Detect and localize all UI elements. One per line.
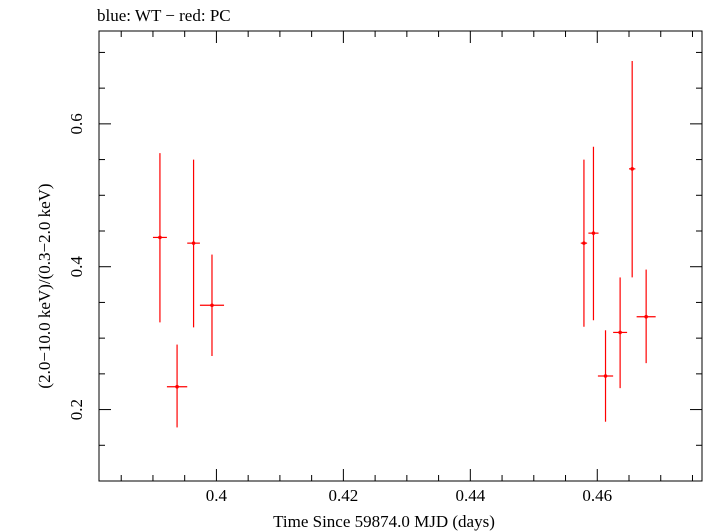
x-tick-label: 0.46 <box>582 486 612 505</box>
data-point <box>187 159 200 328</box>
x-axis-label: Time Since 59874.0 MJD (days) <box>273 512 495 531</box>
axis-ticks <box>99 31 702 482</box>
data-point <box>166 344 188 428</box>
tick-labels: 0.4 0.42 0.44 0.46 0.2 0.4 0.6 <box>67 113 612 505</box>
data-marker <box>618 330 622 335</box>
data-point <box>580 159 588 327</box>
data-point <box>597 330 614 422</box>
data-marker <box>158 235 162 240</box>
y-tick-label: 0.4 <box>67 256 86 278</box>
data-points <box>152 61 656 428</box>
y-tick-label: 0.2 <box>67 399 86 420</box>
chart-title: blue: WT − red: PC <box>97 6 231 25</box>
data-marker <box>175 384 179 389</box>
data-point <box>629 61 636 278</box>
data-point <box>636 269 656 364</box>
x-tick-label: 0.4 <box>206 486 228 505</box>
data-point <box>152 153 167 323</box>
plot-frame <box>98 30 703 482</box>
x-tick-label: 0.42 <box>328 486 358 505</box>
data-point <box>613 277 628 389</box>
data-marker <box>191 241 196 245</box>
data-marker <box>591 231 596 235</box>
data-marker <box>603 374 608 378</box>
data-point <box>199 254 225 356</box>
x-tick-label: 0.44 <box>455 486 485 505</box>
data-marker <box>630 167 634 171</box>
data-marker <box>582 241 586 245</box>
data-marker <box>644 314 648 319</box>
data-point <box>588 146 599 321</box>
y-tick-label: 0.6 <box>67 113 86 134</box>
y-axis-label: (2.0−10.0 keV)/(0.3−2.0 keV) <box>35 183 54 388</box>
data-marker <box>210 303 214 308</box>
